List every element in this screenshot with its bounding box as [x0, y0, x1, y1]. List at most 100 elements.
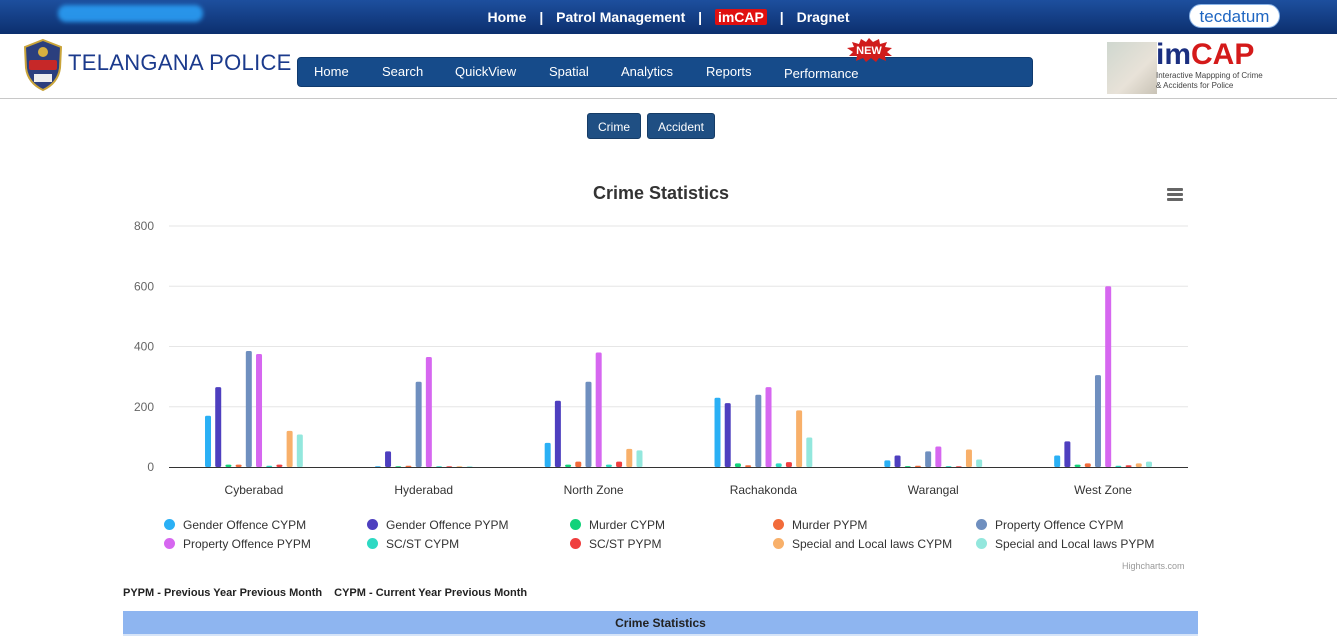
bar: [714, 397, 721, 467]
bar: [415, 381, 422, 467]
bar: [1094, 375, 1101, 467]
imcap-logo-image: [1107, 42, 1157, 94]
bar: [554, 400, 561, 467]
table-header: Crime Statistics: [123, 611, 1198, 636]
legend-item[interactable]: Murder PYPM: [773, 518, 867, 532]
bar: [965, 449, 972, 467]
new-badge-text: NEW: [856, 45, 882, 57]
topnav-imcap[interactable]: imCAP: [714, 9, 767, 25]
bar: [205, 415, 212, 467]
bar: [1125, 465, 1132, 467]
bar: [796, 410, 803, 467]
bar: [626, 448, 633, 467]
x-tick-label: Hyderabad: [394, 483, 453, 497]
topnav-home[interactable]: Home: [487, 9, 527, 25]
nav-spatial[interactable]: Spatial: [549, 64, 589, 79]
legend-item[interactable]: SC/ST PYPM: [570, 537, 661, 551]
main-nav: Home Search QuickView Spatial Analytics …: [297, 57, 1033, 87]
legend-item[interactable]: Murder CYPM: [570, 518, 665, 532]
y-tick-label: 400: [134, 340, 154, 354]
legend-marker: [367, 538, 378, 549]
legend-item[interactable]: SC/ST CYPM: [367, 537, 459, 551]
bar: [1115, 465, 1122, 467]
bar: [544, 442, 551, 467]
nav-quickview[interactable]: QuickView: [455, 64, 517, 79]
bar: [256, 354, 263, 467]
legend-label: Property Offence CYPM: [995, 518, 1124, 532]
site-header: TELANGANA POLICE Home Search QuickView S…: [0, 34, 1337, 99]
imcap-logo-subtitle: Interactive Mappping of Crime & Accident…: [1156, 71, 1263, 90]
legend-item[interactable]: Special and Local laws PYPM: [976, 537, 1154, 551]
redacted-text: [58, 5, 203, 22]
bar: [405, 465, 412, 467]
legend-marker: [773, 519, 784, 530]
bar: [374, 466, 381, 467]
bar: [395, 466, 402, 467]
bar: [785, 462, 792, 467]
chart-legend: Gender Offence CYPM Gender Offence PYPM Mu…: [164, 518, 1194, 558]
bar: [904, 466, 911, 467]
legend-label: SC/ST PYPM: [589, 537, 662, 551]
top-nav: Home | Patrol Management | imCAP | Dragn…: [487, 9, 850, 25]
bar: [976, 459, 983, 467]
legend-item[interactable]: Property Offence CYPM: [976, 518, 1124, 532]
nav-analytics[interactable]: Analytics: [621, 64, 674, 79]
chart-title: Crime Statistics: [592, 183, 730, 203]
topnav-patrol-management[interactable]: Patrol Management: [556, 9, 686, 25]
brand-title: TELANGANA POLICE: [68, 50, 292, 75]
y-tick-label: 0: [147, 460, 154, 474]
x-tick-label: West Zone: [1074, 483, 1132, 497]
legend-item[interactable]: Gender Offence CYPM: [164, 518, 306, 532]
bar: [925, 451, 932, 467]
bar: [286, 430, 293, 467]
accident-button[interactable]: Accident: [647, 113, 715, 139]
nav-search[interactable]: Search: [382, 64, 424, 79]
bar: [765, 387, 772, 467]
bar: [225, 464, 232, 467]
bar: [215, 387, 222, 467]
x-tick-label: Warangal: [908, 483, 959, 497]
bar: [276, 464, 283, 467]
topnav-dragnet[interactable]: Dragnet: [796, 9, 850, 25]
bar: [595, 352, 602, 467]
bar: [894, 455, 901, 467]
bar: [605, 464, 612, 467]
legend-label: Gender Offence PYPM: [386, 518, 509, 532]
legend-marker: [570, 538, 581, 549]
top-bar: Home | Patrol Management | imCAP | Dragn…: [0, 0, 1337, 34]
bar: [425, 357, 432, 467]
nav-performance[interactable]: Performance: [784, 66, 859, 81]
legend-item[interactable]: Property Offence PYPM: [164, 537, 311, 551]
legend-item[interactable]: Special and Local laws CYPM: [773, 537, 952, 551]
bar: [585, 381, 592, 467]
bar: [945, 466, 952, 467]
bar: [446, 466, 453, 467]
bar: [1145, 461, 1152, 467]
bar: [456, 466, 463, 467]
x-tick-label: Cyberabad: [225, 483, 284, 497]
bar: [436, 466, 443, 467]
legend-marker: [976, 519, 987, 530]
tecdatum-logo[interactable]: tecdatum: [1189, 4, 1280, 28]
legend-marker: [367, 519, 378, 530]
legend-label: Special and Local laws CYPM: [792, 537, 953, 551]
bar: [935, 446, 942, 467]
nav-home[interactable]: Home: [314, 64, 349, 79]
bar: [266, 465, 273, 467]
nav-reports[interactable]: Reports: [706, 64, 752, 79]
abbreviation-note: PYPM - Previous Year Previous Month CYPM…: [123, 587, 536, 599]
bar: [636, 450, 643, 467]
crime-button[interactable]: Crime: [587, 113, 641, 139]
chart-credits[interactable]: Highcharts.com: [1122, 561, 1185, 571]
legend-marker: [570, 519, 581, 530]
bar: [755, 394, 762, 467]
legend-label: Property Offence PYPM: [183, 537, 311, 551]
bar: [955, 466, 962, 467]
legend-label: Murder CYPM: [589, 518, 666, 532]
y-tick-label: 600: [134, 279, 154, 293]
bar: [235, 464, 242, 467]
legend-item[interactable]: Gender Offence PYPM: [367, 518, 509, 532]
bar: [245, 351, 252, 467]
hamburger-menu-icon[interactable]: [1167, 188, 1183, 202]
